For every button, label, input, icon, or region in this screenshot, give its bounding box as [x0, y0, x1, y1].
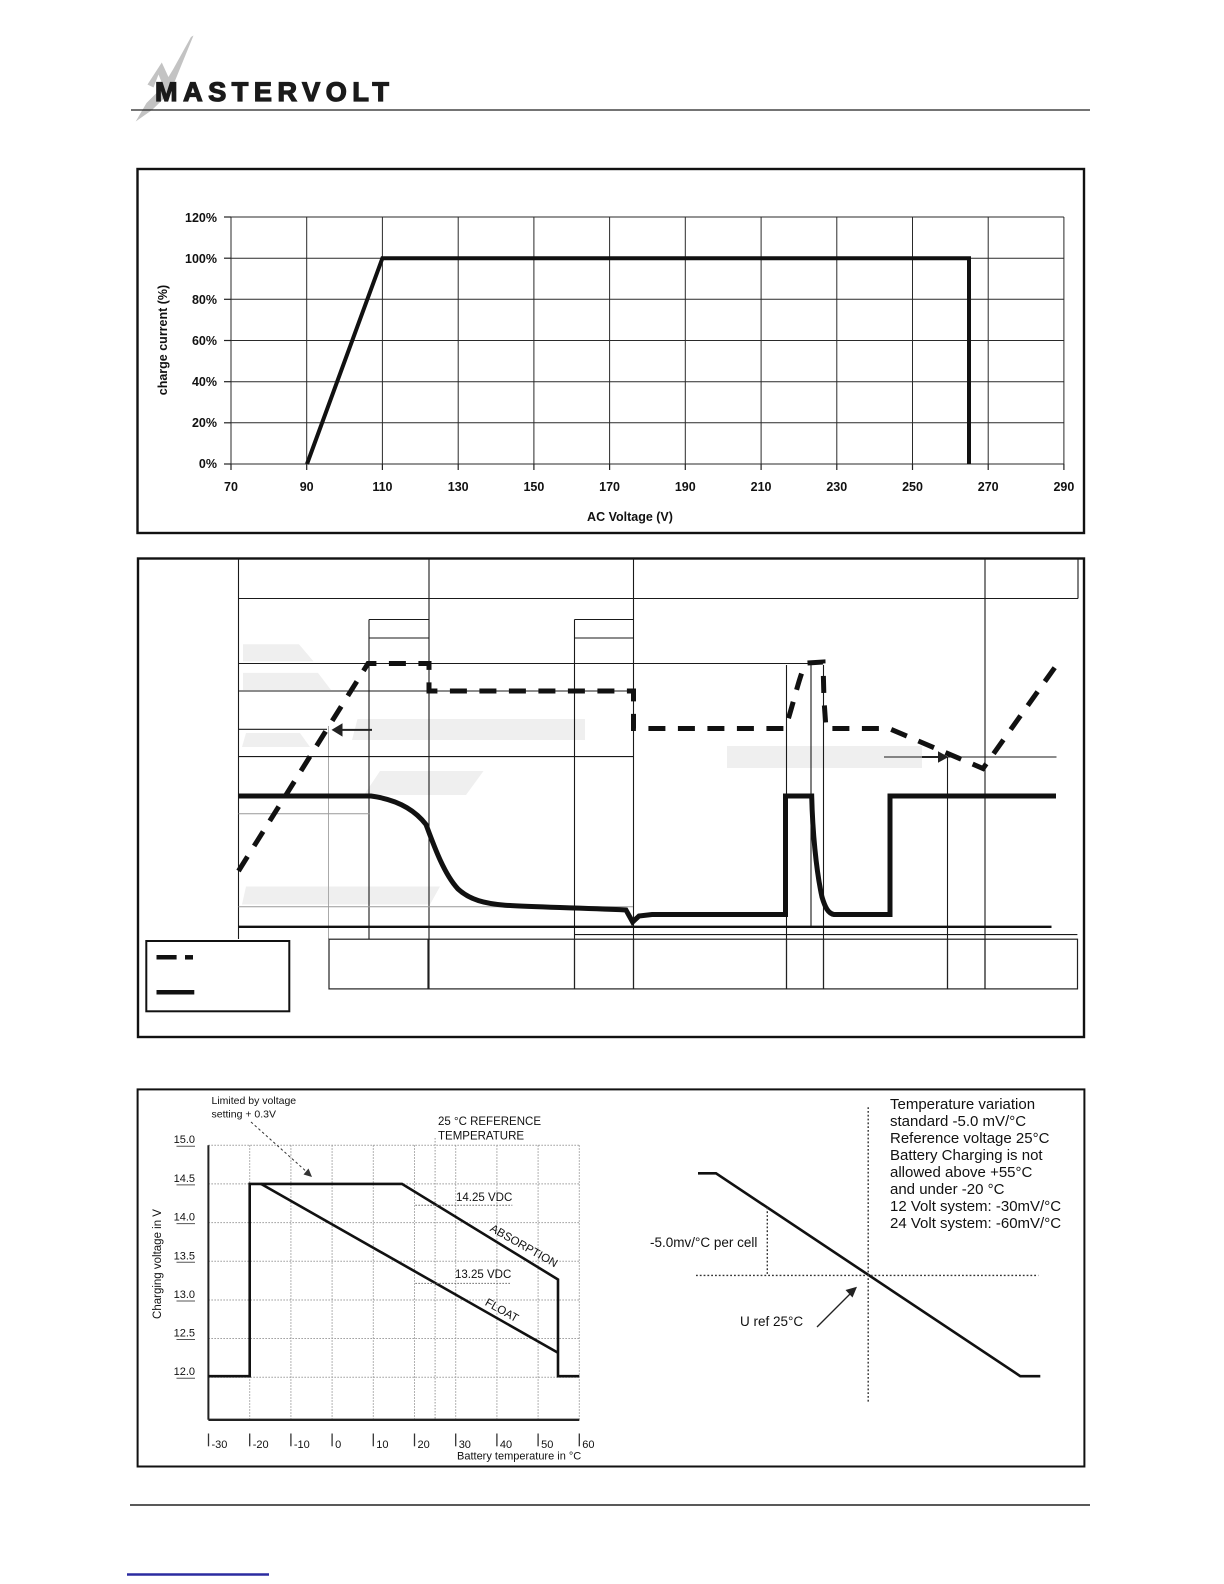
svg-text:24 Volt system: -60mV/°C: 24 Volt system: -60mV/°C	[890, 1215, 1061, 1232]
svg-text:250: 250	[902, 480, 923, 494]
svg-text:20: 20	[418, 1439, 430, 1451]
svg-text:TEMPERATURE: TEMPERATURE	[438, 1131, 524, 1143]
svg-text:Temperature variation: Temperature variation	[890, 1096, 1035, 1113]
svg-text:190: 190	[675, 480, 696, 494]
svg-text:setting + 0.3V: setting + 0.3V	[212, 1109, 277, 1121]
svg-text:14.25 VDC: 14.25 VDC	[456, 1192, 512, 1204]
svg-text:130: 130	[448, 480, 469, 494]
svg-text:Reference voltage 25°C: Reference voltage 25°C	[890, 1130, 1050, 1147]
svg-text:90: 90	[300, 480, 314, 494]
svg-text:290: 290	[1053, 480, 1074, 494]
svg-text:-20: -20	[253, 1439, 269, 1451]
svg-text:230: 230	[826, 480, 847, 494]
svg-text:MASTERVOLT: MASTERVOLT	[155, 77, 395, 107]
svg-text:150: 150	[523, 480, 544, 494]
svg-text:270: 270	[978, 480, 999, 494]
svg-text:standard -5.0 mV/°C: standard -5.0 mV/°C	[890, 1113, 1026, 1130]
svg-text:70: 70	[224, 480, 238, 494]
svg-text:110: 110	[372, 480, 392, 494]
svg-text:14.0: 14.0	[174, 1212, 195, 1224]
svg-text:50: 50	[541, 1439, 553, 1451]
svg-text:12 Volt system: -30mV/°C: 12 Volt system: -30mV/°C	[890, 1198, 1061, 1215]
svg-text:60: 60	[582, 1439, 594, 1451]
svg-text:Limited by voltage: Limited by voltage	[212, 1095, 297, 1107]
svg-text:and under -20 °C: and under -20 °C	[890, 1181, 1005, 1198]
svg-text:ABSORPTION: ABSORPTION	[488, 1223, 560, 1271]
svg-text:U ref 25°C: U ref 25°C	[740, 1314, 803, 1329]
svg-text:0%: 0%	[199, 457, 217, 471]
svg-text:80%: 80%	[192, 293, 217, 307]
svg-text:Battery temperature in °C: Battery temperature in °C	[457, 1451, 581, 1463]
svg-text:30: 30	[459, 1439, 471, 1451]
svg-text:210: 210	[751, 480, 772, 494]
svg-text:Charging voltage in V: Charging voltage in V	[152, 1209, 164, 1319]
svg-text:-5.0mv/°C per cell: -5.0mv/°C per cell	[650, 1235, 757, 1250]
svg-text:15.0: 15.0	[174, 1134, 195, 1146]
svg-text:25 °C REFERENCE: 25 °C REFERENCE	[438, 1116, 541, 1128]
svg-text:charge current (%): charge current (%)	[156, 285, 170, 395]
svg-text:100%: 100%	[185, 252, 217, 266]
svg-text:10: 10	[376, 1439, 388, 1451]
svg-text:-30: -30	[212, 1439, 228, 1451]
svg-text:120%: 120%	[185, 211, 217, 225]
svg-text:0: 0	[335, 1439, 341, 1451]
svg-text:20%: 20%	[192, 416, 217, 430]
svg-text:40: 40	[500, 1439, 512, 1451]
svg-text:12.5: 12.5	[174, 1328, 195, 1340]
svg-text:40%: 40%	[192, 375, 217, 389]
svg-text:allowed above +55°C: allowed above +55°C	[890, 1164, 1033, 1181]
svg-text:13.5: 13.5	[174, 1250, 195, 1262]
svg-text:Battery Charging is not: Battery Charging is not	[890, 1147, 1043, 1164]
svg-text:12.0: 12.0	[174, 1366, 195, 1378]
svg-text:-10: -10	[294, 1439, 310, 1451]
svg-text:AC Voltage (V): AC Voltage (V)	[587, 510, 673, 524]
svg-text:170: 170	[599, 480, 620, 494]
svg-text:13.0: 13.0	[174, 1289, 195, 1301]
svg-text:60%: 60%	[192, 334, 217, 348]
svg-text:13.25 VDC: 13.25 VDC	[455, 1269, 511, 1281]
svg-text:14.5: 14.5	[174, 1173, 195, 1185]
